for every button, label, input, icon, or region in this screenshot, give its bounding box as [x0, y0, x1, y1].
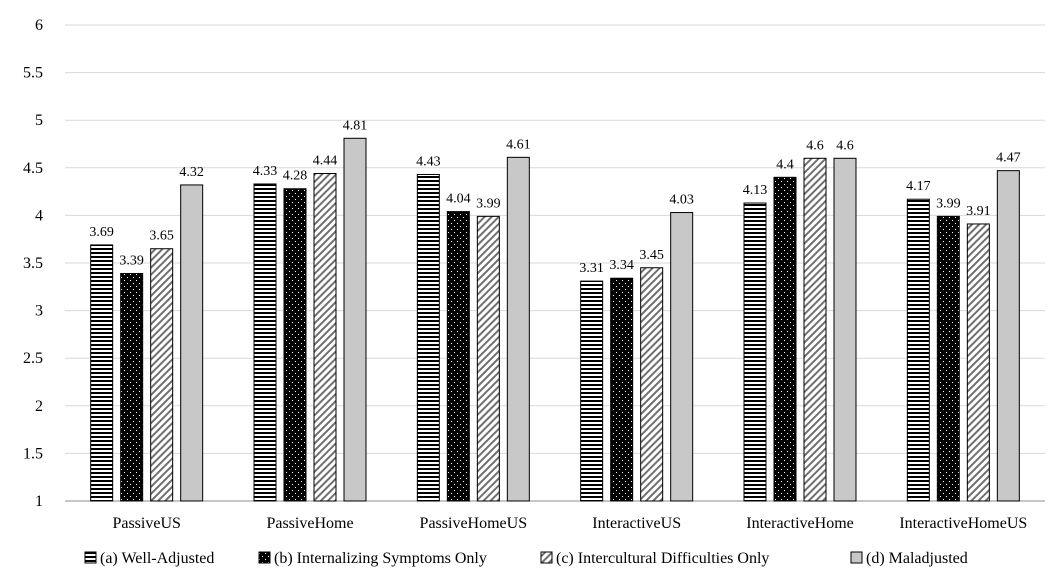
bar-PassiveUS-1: [120, 272, 144, 502]
category-label: InteractiveHomeUS: [899, 515, 1027, 532]
bar-InteractiveUS-2: [640, 267, 664, 502]
y-tick-label: 3.5: [23, 255, 43, 272]
data-label: 4.13: [743, 183, 768, 198]
y-tick-label: 1: [35, 493, 43, 510]
y-tick-label: 4: [35, 207, 43, 224]
legend: (a) Well-Adjusted (b) Internalizing Sympt…: [84, 550, 968, 567]
bar-InteractiveHomeUS-1: [936, 215, 960, 502]
legend-swatch: [540, 551, 553, 564]
data-label: 4.47: [996, 151, 1021, 166]
bar-PassiveUS-3: [180, 184, 204, 502]
bar-InteractiveUS-0: [580, 280, 604, 502]
y-tick-label: 5.5: [23, 65, 43, 82]
data-labels: 3.69 3.39 3.65 4.32 4.33 4.28 4.44 4.81 4.43 4.04…: [89, 118, 1020, 276]
y-tick-label: 3: [35, 303, 43, 320]
category-label: InteractiveUS: [592, 515, 681, 532]
data-label: 3.65: [149, 229, 174, 244]
data-label: 4.32: [179, 165, 204, 180]
axes: 1 1.5 2 2.5 3 3.5 4 4.5 5 5.5 6 PassiveUS PassiveHom…: [23, 17, 1045, 532]
data-label: 3.45: [639, 248, 664, 263]
bar-InteractiveHome-2: [803, 157, 827, 502]
bar-InteractiveHomeUS-0: [906, 198, 930, 502]
data-label: 4.81: [343, 118, 368, 133]
bar-PassiveHome-2: [313, 173, 337, 502]
data-label: 4.6: [836, 138, 854, 153]
bar-InteractiveUS-1: [610, 277, 634, 502]
category-label: InteractiveHome: [746, 515, 854, 532]
bar-InteractiveUS-3: [670, 212, 694, 502]
data-label: 4.61: [506, 137, 531, 152]
legend-label: (a) Well-Adjusted: [100, 550, 214, 567]
bar-PassiveHome-1: [283, 188, 307, 502]
y-tick-label: 6: [35, 17, 43, 34]
bar-InteractiveHome-0: [743, 202, 767, 502]
data-label: 4.4: [776, 157, 794, 172]
legend-label: (d) Maladjusted: [866, 550, 968, 567]
data-label: 4.6: [806, 138, 824, 153]
legend-label: (b) Internalizing Symptoms Only: [274, 550, 487, 567]
y-tick-label: 2: [35, 398, 43, 415]
category-label: PassiveHomeUS: [420, 515, 528, 532]
bars: [90, 137, 1020, 502]
data-label: 4.33: [253, 164, 278, 179]
data-label: 3.69: [89, 225, 114, 240]
bar-PassiveHome-0: [253, 183, 277, 502]
bar-PassiveHome-3: [343, 137, 367, 502]
bar-InteractiveHomeUS-3: [996, 170, 1020, 502]
data-label: 3.39: [119, 253, 144, 268]
legend-swatch: [258, 551, 271, 564]
legend-swatch: [84, 551, 97, 564]
data-label: 4.28: [283, 169, 308, 184]
data-label: 4.17: [906, 179, 931, 194]
data-label: 4.44: [313, 154, 338, 169]
data-label: 3.91: [966, 204, 991, 219]
data-label: 4.43: [416, 154, 441, 169]
bar-InteractiveHome-3: [833, 157, 857, 502]
y-tick-label: 5: [35, 112, 43, 129]
data-label: 4.03: [669, 193, 694, 208]
legend-label: (c) Intercultural Difficulties Only: [556, 550, 769, 567]
bar-InteractiveHome-1: [773, 176, 797, 502]
y-tick-label: 2.5: [23, 350, 43, 367]
data-label: 3.99: [936, 196, 961, 211]
y-tick-label: 1.5: [23, 445, 43, 462]
category-label: PassiveHome: [266, 515, 353, 532]
gridlines: [65, 24, 1045, 454]
bar-PassiveUS-0: [90, 244, 114, 502]
bar-InteractiveHomeUS-2: [966, 223, 990, 502]
legend-swatch: [850, 551, 863, 564]
category-label: PassiveUS: [112, 515, 180, 532]
bar-PassiveHomeUS-0: [416, 173, 440, 502]
bar-PassiveHomeUS-1: [446, 211, 470, 502]
bar-PassiveUS-2: [150, 248, 174, 502]
data-label: 3.31: [579, 261, 604, 276]
data-label: 3.99: [476, 196, 501, 211]
bar-PassiveHomeUS-2: [476, 215, 500, 502]
bar-PassiveHomeUS-3: [506, 156, 530, 502]
data-label: 4.04: [446, 192, 471, 207]
y-tick-label: 4.5: [23, 160, 43, 177]
data-label: 3.34: [609, 258, 634, 273]
